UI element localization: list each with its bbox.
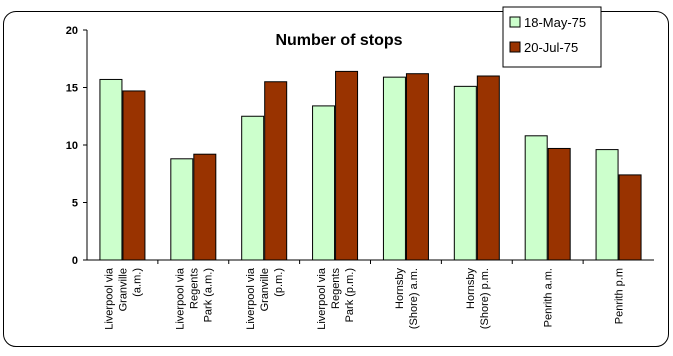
bar-series-1 xyxy=(170,158,194,261)
category-label: Liverpool via xyxy=(103,267,115,330)
bar-series-1 xyxy=(595,149,619,261)
legend-label: 20-Jul-75 xyxy=(524,40,578,55)
bar-series-2 xyxy=(335,70,359,261)
y-tick-label: 15 xyxy=(66,83,78,95)
category-label: Penrith a.m. xyxy=(543,268,555,327)
bar-series-2 xyxy=(405,73,429,261)
category-label: Granville xyxy=(259,268,271,311)
category-label: Park (a.m.) xyxy=(202,268,214,322)
bar-series-1 xyxy=(382,76,406,261)
bar-series-1 xyxy=(241,115,265,261)
category-label: Liverpool via xyxy=(316,267,328,330)
bar-series-1 xyxy=(312,105,336,261)
category-label: Hornsby xyxy=(394,268,406,309)
legend-label: 18-May-75 xyxy=(524,15,586,30)
legend-swatch xyxy=(509,16,521,28)
category-label: Park (p.m.) xyxy=(344,268,356,322)
bar-series-2 xyxy=(264,81,288,261)
category-label: Hornsby xyxy=(465,268,477,309)
bar-series-2 xyxy=(193,153,217,261)
legend-swatch xyxy=(509,41,521,53)
category-label: (Shore) a.m. xyxy=(408,268,420,329)
bar-series-2 xyxy=(476,75,500,261)
category-label: Regents xyxy=(330,268,342,309)
bar-series-1 xyxy=(453,85,477,261)
bar-series-2 xyxy=(122,90,146,261)
y-tick-label: 5 xyxy=(72,198,78,210)
y-tick-label: 20 xyxy=(66,25,78,37)
legend-box xyxy=(502,6,602,68)
category-label: Liverpool via xyxy=(245,267,257,330)
category-label: (p.m.) xyxy=(273,268,285,297)
bar-series-1 xyxy=(524,135,548,261)
category-label: Liverpool via xyxy=(174,267,186,330)
category-label: Granville xyxy=(117,268,129,311)
bar-series-2 xyxy=(618,174,642,261)
category-label: Regents xyxy=(188,268,200,309)
legend: 18-May-75 20-Jul-75 xyxy=(502,6,602,68)
chart-title: Number of stops xyxy=(275,32,402,49)
y-ticks: 0 5 10 15 20 xyxy=(66,25,87,267)
bars xyxy=(99,70,642,264)
y-tick-label: 10 xyxy=(66,140,78,152)
category-label: (Shore) p.m. xyxy=(479,268,491,329)
category-label: (a.m.) xyxy=(131,268,143,297)
y-tick-label: 0 xyxy=(72,255,78,267)
bar-series-2 xyxy=(547,147,571,261)
category-labels: Liverpool via Granville (a.m.) Liverpool vi… xyxy=(103,267,625,330)
bar-series-1 xyxy=(99,78,123,261)
category-label: Penrith p.m xyxy=(614,268,626,324)
